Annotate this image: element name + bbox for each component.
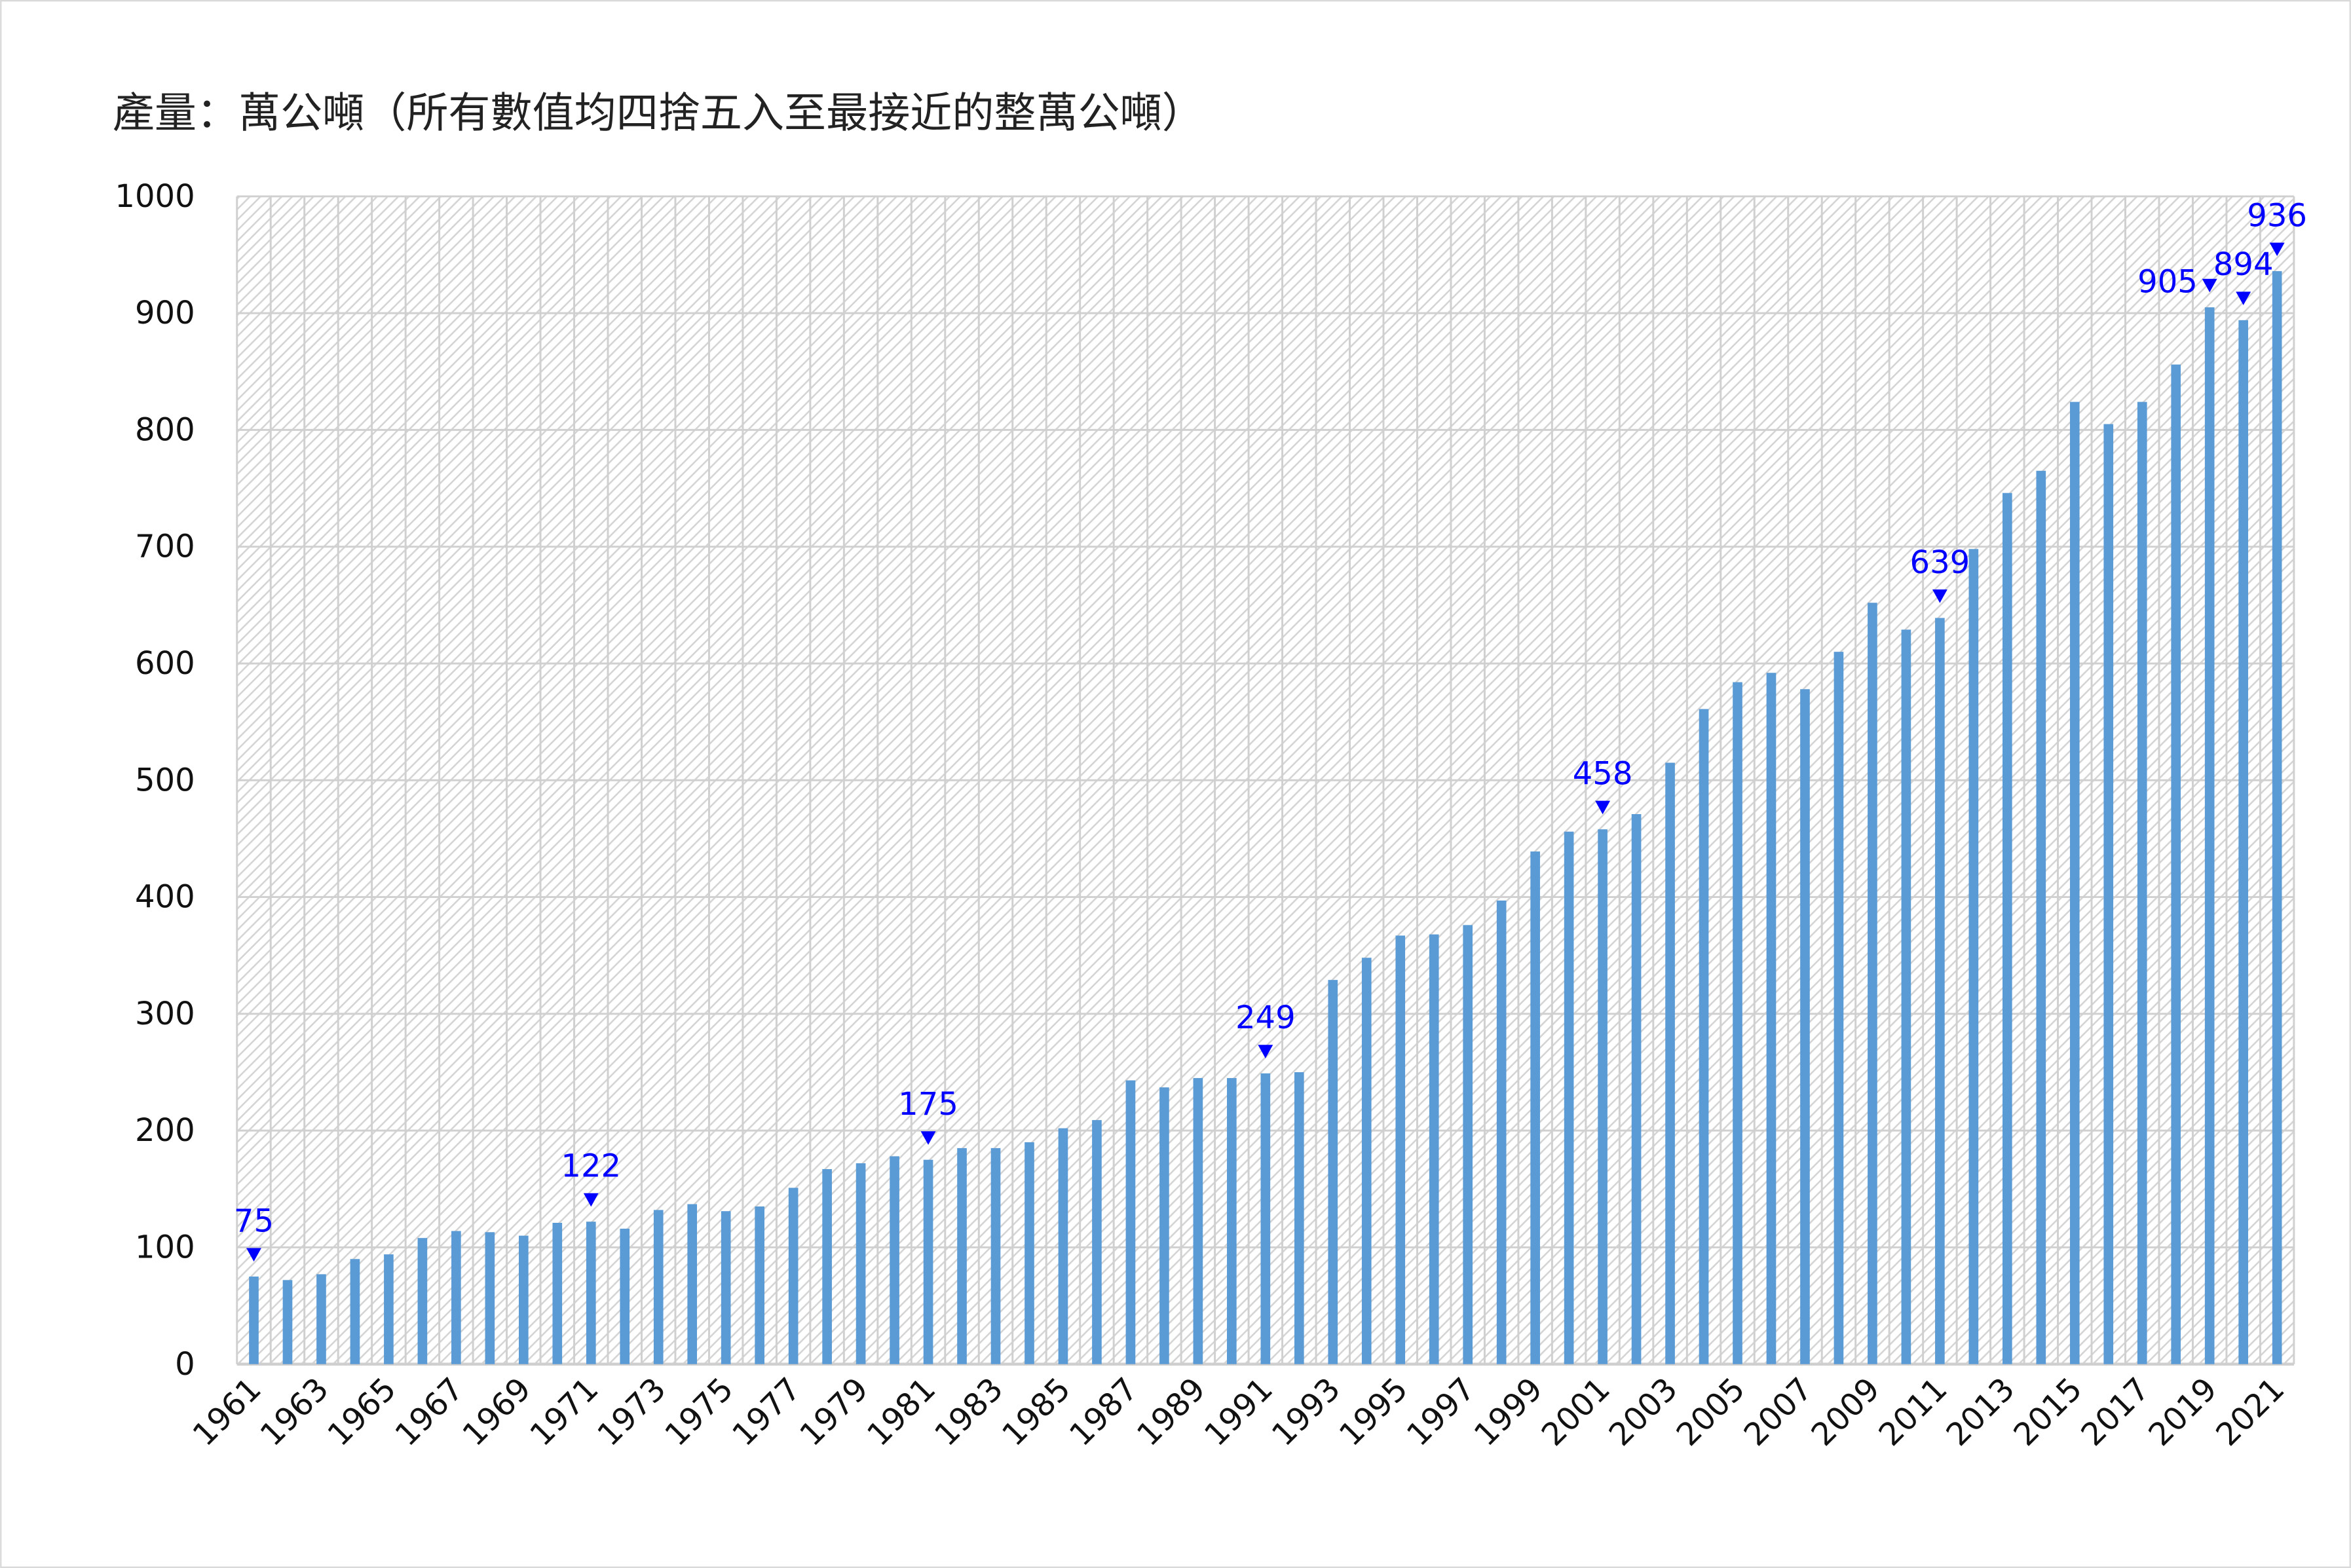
bar-1978 [822, 1168, 832, 1364]
bar-1985 [1058, 1128, 1068, 1364]
bar-1982 [957, 1148, 967, 1364]
annotation-marker-icon [1932, 589, 1947, 603]
bar-1999 [1530, 851, 1540, 1364]
bar-2014 [2036, 470, 2046, 1364]
bar-2011 [1935, 618, 1945, 1364]
annotation-marker-icon [920, 1131, 936, 1145]
bar-2017 [2137, 401, 2147, 1364]
bar-1981 [923, 1159, 933, 1364]
bar-1991 [1260, 1073, 1271, 1364]
annotation-marker-icon [583, 1193, 599, 1207]
bar-1993 [1328, 980, 1338, 1364]
annotation-label: 75 [234, 1203, 274, 1239]
bar-2008 [1834, 652, 1844, 1364]
y-tick-label: 500 [135, 762, 195, 798]
bar-2005 [1733, 682, 1742, 1364]
annotation-label: 249 [1235, 999, 1296, 1036]
bar-1972 [620, 1228, 630, 1364]
bar-1980 [890, 1156, 899, 1364]
annotation-label: 894 [2213, 246, 2274, 283]
bar-2002 [1631, 813, 1642, 1364]
bar-1968 [485, 1232, 495, 1364]
bar-2003 [1665, 762, 1675, 1364]
annotation-marker-icon [2236, 291, 2251, 305]
bar-2013 [2003, 493, 2012, 1364]
annotation-label: 905 [2137, 263, 2198, 300]
bar-1963 [316, 1274, 326, 1364]
bar-1970 [552, 1223, 563, 1364]
bar-2007 [1800, 689, 1810, 1364]
bar-1969 [518, 1235, 529, 1364]
bar-1973 [653, 1210, 664, 1364]
bar-1990 [1227, 1077, 1237, 1364]
bar-1966 [417, 1238, 428, 1364]
y-tick-label: 0 [175, 1346, 195, 1383]
bar-2006 [1766, 673, 1777, 1364]
bar-2004 [1699, 709, 1709, 1364]
y-tick-label: 400 [135, 879, 195, 916]
bar-2001 [1598, 829, 1608, 1364]
annotation-marker-icon [2269, 242, 2285, 257]
annotation-label: 458 [1573, 755, 1633, 792]
annotation-label: 639 [1910, 544, 1970, 581]
bar-2020 [2238, 320, 2248, 1364]
annotation-marker-icon [246, 1248, 261, 1262]
bar-1986 [1092, 1120, 1102, 1364]
y-tick-label: 100 [135, 1229, 195, 1265]
bar-1994 [1361, 958, 1372, 1364]
bar-2021 [2272, 271, 2282, 1364]
y-tick-label: 300 [135, 996, 195, 1032]
bar-1995 [1395, 935, 1406, 1364]
bar-1989 [1193, 1077, 1203, 1364]
bar-2012 [1968, 549, 1979, 1364]
bar-1988 [1159, 1087, 1169, 1364]
bar-1992 [1294, 1072, 1304, 1364]
y-tick-label: 700 [135, 529, 195, 565]
bar-1974 [687, 1204, 698, 1364]
bar-1987 [1125, 1080, 1136, 1364]
bar-2009 [1868, 603, 1877, 1364]
chart-title: 產量：萬公噸（所有數值均四捨五入至最接近的整萬公噸） [113, 90, 1204, 138]
y-tick-label: 800 [135, 411, 195, 448]
bar-1975 [721, 1211, 731, 1364]
bar-2000 [1564, 831, 1574, 1364]
bar-1962 [282, 1280, 293, 1364]
bar-2015 [2069, 401, 2080, 1364]
bar-1971 [586, 1222, 596, 1364]
y-tick-label: 900 [135, 295, 195, 331]
bar-1977 [788, 1187, 799, 1364]
y-tick-label: 200 [135, 1112, 195, 1149]
bar-2019 [2204, 307, 2215, 1364]
annotation-label: 122 [561, 1148, 621, 1185]
annotation-label: 175 [898, 1086, 958, 1123]
bar-1984 [1025, 1142, 1034, 1364]
bar-2016 [2103, 424, 2114, 1364]
bar-1976 [755, 1206, 764, 1364]
annotation-marker-icon [2202, 278, 2217, 293]
bar-1967 [451, 1231, 461, 1364]
annotation-marker-icon [1258, 1045, 1273, 1058]
bar-2010 [1901, 629, 1911, 1364]
bar-1964 [350, 1259, 360, 1364]
annotation-label: 936 [2247, 197, 2307, 234]
bar-1997 [1463, 925, 1473, 1364]
bar-1961 [249, 1277, 259, 1364]
bar-2018 [2171, 364, 2181, 1364]
annotation-marker-icon [1595, 800, 1611, 815]
y-tick-label: 1000 [115, 178, 195, 215]
bar-1965 [384, 1254, 394, 1364]
bar-1979 [856, 1163, 866, 1364]
bar-1996 [1429, 934, 1439, 1364]
bar-1998 [1496, 900, 1507, 1364]
bar-1983 [990, 1148, 1001, 1364]
y-tick-label: 600 [135, 645, 195, 682]
